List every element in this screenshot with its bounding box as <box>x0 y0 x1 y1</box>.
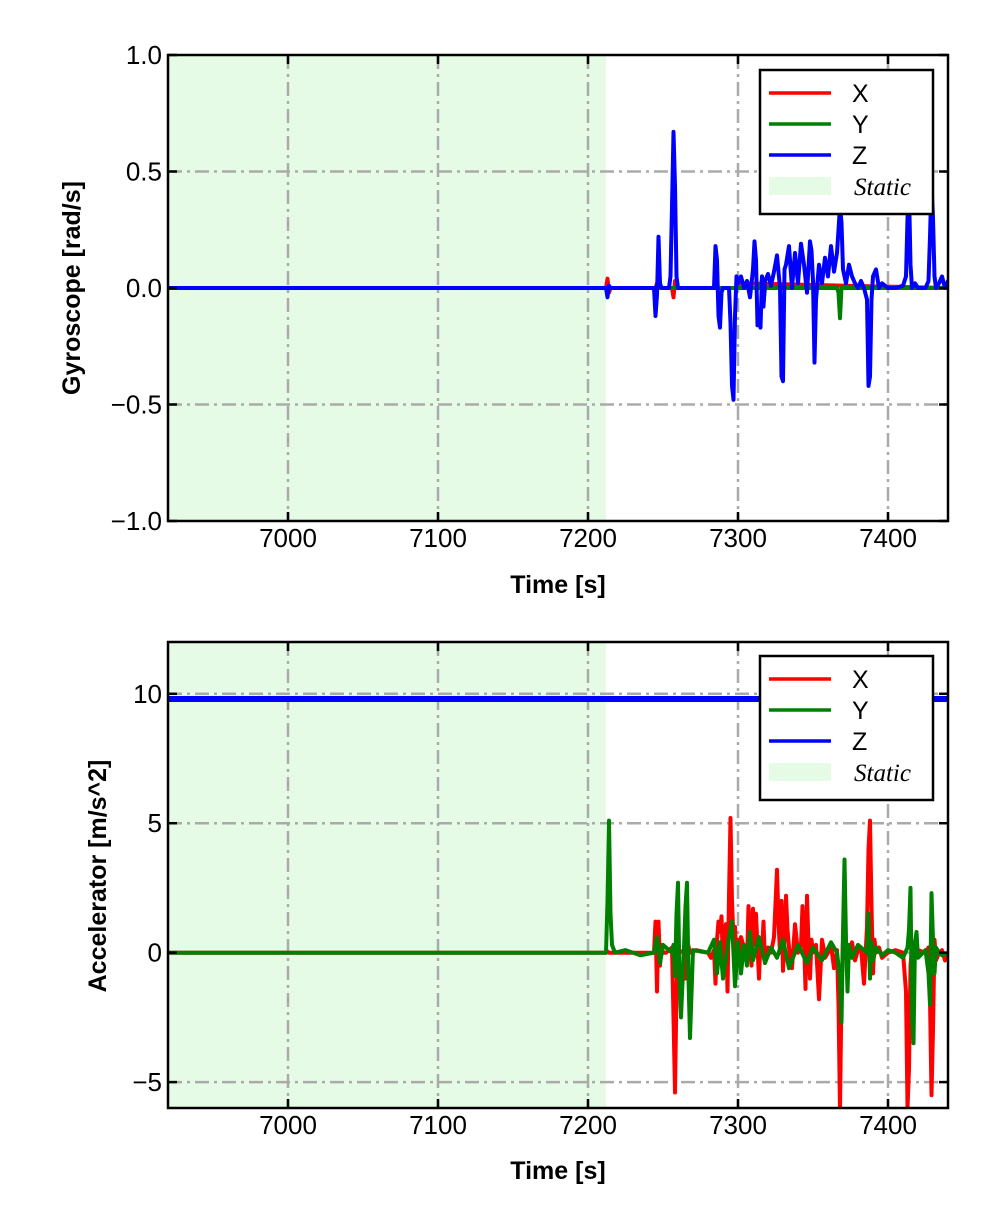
legend: X Y Z Static <box>758 68 935 216</box>
legend-label-x: X <box>852 666 869 694</box>
legend-label-x: X <box>852 80 869 108</box>
tick-labels: 7000 7100 7200 7300 7400 −5 0 5 10 <box>132 679 917 1140</box>
series-line-z <box>168 129 948 402</box>
y-tick-label: 5 <box>148 808 162 838</box>
tick-labels: 7000 7100 7200 7300 7400 −1.0 −0.5 0.0 0.5 1.0 <box>111 40 917 553</box>
y-tick-label: −0.5 <box>111 390 162 420</box>
x-tick-label: 7000 <box>259 523 317 553</box>
y-tick-label: −5 <box>132 1067 162 1097</box>
tick-marks <box>168 53 948 523</box>
y-tick-label: −1.0 <box>111 506 162 536</box>
y-tick-label: 10 <box>133 679 162 709</box>
accelerator-chart: 7000 7100 7200 7300 7400 −5 0 5 10 Time [s] Acce… <box>84 640 950 1185</box>
x-tick-label: 7200 <box>559 523 617 553</box>
x-tick-label: 7100 <box>409 523 467 553</box>
plot-frame <box>166 640 950 1110</box>
data-series <box>168 129 948 402</box>
x-axis-title: Time [s] <box>510 571 605 599</box>
series-line-y <box>168 818 948 1046</box>
legend-swatch-static <box>769 763 831 781</box>
x-tick-label: 7300 <box>709 523 767 553</box>
x-tick-label: 7400 <box>859 1110 917 1140</box>
y-axis-title: Accelerator [m/s^2] <box>84 760 112 993</box>
x-tick-label: 7000 <box>259 1110 317 1140</box>
y-axis-title: Gyroscope [rad/s] <box>58 181 86 395</box>
legend-label-y: Y <box>852 697 869 725</box>
y-tick-label: 1.0 <box>126 40 162 70</box>
x-tick-label: 7300 <box>709 1110 767 1140</box>
legend-label-y: Y <box>852 111 869 139</box>
legend-label-z: Z <box>852 728 867 756</box>
legend-swatch-static <box>769 177 831 195</box>
x-tick-label: 7200 <box>559 1110 617 1140</box>
x-tick-label: 7400 <box>859 523 917 553</box>
static-region-band <box>168 642 606 1108</box>
legend: X Y Z Static <box>758 654 935 802</box>
legend-label-z: Z <box>852 142 867 170</box>
y-tick-label: 0.5 <box>126 157 162 187</box>
gyroscope-chart: 7000 7100 7200 7300 7400 −1.0 −0.5 0.0 0.5 1.0 Ti… <box>58 40 950 599</box>
legend-label-static: Static <box>854 174 911 201</box>
x-tick-label: 7100 <box>409 1110 467 1140</box>
y-tick-label: 0 <box>148 938 162 968</box>
y-tick-label: 0.0 <box>126 273 162 303</box>
x-axis-title: Time [s] <box>510 1157 605 1185</box>
tick-marks <box>168 642 948 1108</box>
legend-label-static: Static <box>854 760 911 787</box>
